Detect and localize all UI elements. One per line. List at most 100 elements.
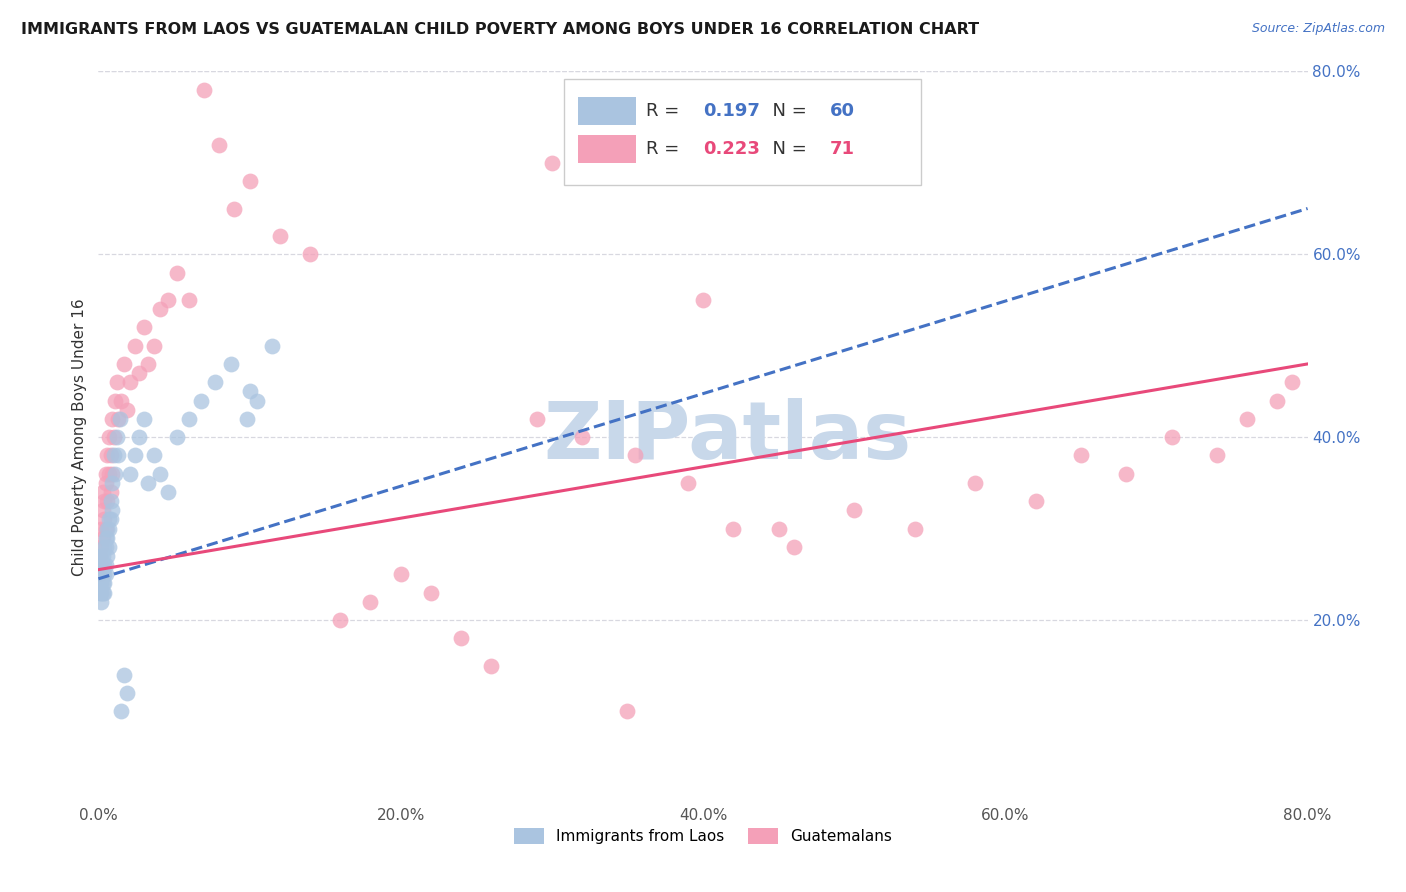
Text: N =: N = bbox=[761, 140, 813, 158]
Point bbox=[94, 531, 117, 545]
Point bbox=[98, 540, 121, 554]
Text: 60: 60 bbox=[830, 102, 855, 120]
Point bbox=[783, 540, 806, 554]
Point bbox=[149, 467, 172, 481]
Point bbox=[723, 521, 745, 535]
Point bbox=[100, 512, 122, 526]
Point bbox=[1267, 393, 1289, 408]
Point bbox=[190, 393, 212, 408]
Point bbox=[132, 320, 155, 334]
Point bbox=[89, 549, 111, 563]
Point bbox=[481, 658, 503, 673]
FancyBboxPatch shape bbox=[564, 78, 921, 185]
Point bbox=[692, 293, 714, 307]
Point bbox=[96, 531, 118, 545]
Point bbox=[105, 430, 128, 444]
Point bbox=[299, 247, 322, 261]
Point bbox=[91, 531, 114, 545]
Point bbox=[105, 375, 128, 389]
Point bbox=[156, 485, 179, 500]
Point bbox=[115, 402, 138, 417]
Point bbox=[90, 558, 112, 573]
Point bbox=[91, 576, 114, 591]
Point bbox=[124, 338, 146, 352]
Point bbox=[193, 82, 215, 96]
Legend: Immigrants from Laos, Guatemalans: Immigrants from Laos, Guatemalans bbox=[508, 822, 898, 850]
Point bbox=[179, 412, 201, 426]
Point bbox=[115, 686, 138, 700]
Text: R =: R = bbox=[647, 140, 685, 158]
Point bbox=[96, 521, 118, 535]
Point bbox=[101, 467, 124, 481]
Point bbox=[526, 412, 548, 426]
Point bbox=[262, 338, 284, 352]
Point bbox=[94, 521, 117, 535]
Point bbox=[89, 576, 111, 591]
Point bbox=[1024, 494, 1046, 508]
Text: 0.197: 0.197 bbox=[703, 102, 759, 120]
Point bbox=[571, 430, 593, 444]
Point bbox=[1070, 448, 1092, 462]
Point bbox=[136, 357, 159, 371]
Point bbox=[110, 705, 132, 719]
Point bbox=[420, 585, 443, 599]
Point bbox=[166, 266, 188, 280]
Point bbox=[1115, 467, 1137, 481]
Point bbox=[89, 558, 111, 573]
Text: 0.223: 0.223 bbox=[703, 140, 759, 158]
Point bbox=[93, 540, 115, 554]
Point bbox=[98, 521, 121, 535]
Point bbox=[128, 366, 150, 380]
Point bbox=[450, 632, 472, 646]
Point bbox=[1160, 430, 1182, 444]
Point bbox=[235, 412, 257, 426]
Point bbox=[204, 375, 226, 389]
Point bbox=[93, 567, 115, 582]
Text: ZIPatlas: ZIPatlas bbox=[543, 398, 911, 476]
Point bbox=[93, 558, 115, 573]
Point bbox=[120, 375, 142, 389]
Point bbox=[94, 567, 117, 582]
Point bbox=[239, 174, 262, 188]
Point bbox=[124, 448, 146, 462]
Point bbox=[101, 503, 124, 517]
Point bbox=[239, 384, 262, 399]
Point bbox=[98, 467, 121, 481]
Point bbox=[844, 503, 866, 517]
Point bbox=[100, 448, 122, 462]
Point bbox=[103, 448, 125, 462]
Point bbox=[91, 567, 114, 582]
Point bbox=[136, 475, 159, 490]
Point bbox=[94, 467, 117, 481]
Point bbox=[96, 448, 118, 462]
Point bbox=[108, 412, 131, 426]
Point bbox=[91, 585, 114, 599]
Point bbox=[1236, 412, 1258, 426]
Point bbox=[904, 521, 927, 535]
Point bbox=[96, 549, 118, 563]
Point bbox=[540, 156, 562, 170]
Point bbox=[90, 558, 112, 573]
Point bbox=[208, 137, 231, 152]
Point bbox=[110, 393, 132, 408]
Point bbox=[91, 549, 114, 563]
Point bbox=[94, 540, 117, 554]
Point bbox=[156, 293, 179, 307]
Point bbox=[89, 585, 111, 599]
Point bbox=[965, 475, 987, 490]
Point bbox=[98, 512, 121, 526]
Point bbox=[1206, 448, 1229, 462]
Point bbox=[89, 567, 111, 582]
Point bbox=[132, 412, 155, 426]
Point bbox=[98, 430, 121, 444]
Point bbox=[103, 430, 125, 444]
Text: R =: R = bbox=[647, 102, 685, 120]
Text: N =: N = bbox=[761, 102, 813, 120]
Point bbox=[329, 613, 352, 627]
Point bbox=[90, 567, 112, 582]
Point bbox=[112, 357, 135, 371]
Point bbox=[90, 521, 112, 535]
Text: 71: 71 bbox=[830, 140, 855, 158]
Point bbox=[90, 576, 112, 591]
Point bbox=[269, 229, 291, 244]
